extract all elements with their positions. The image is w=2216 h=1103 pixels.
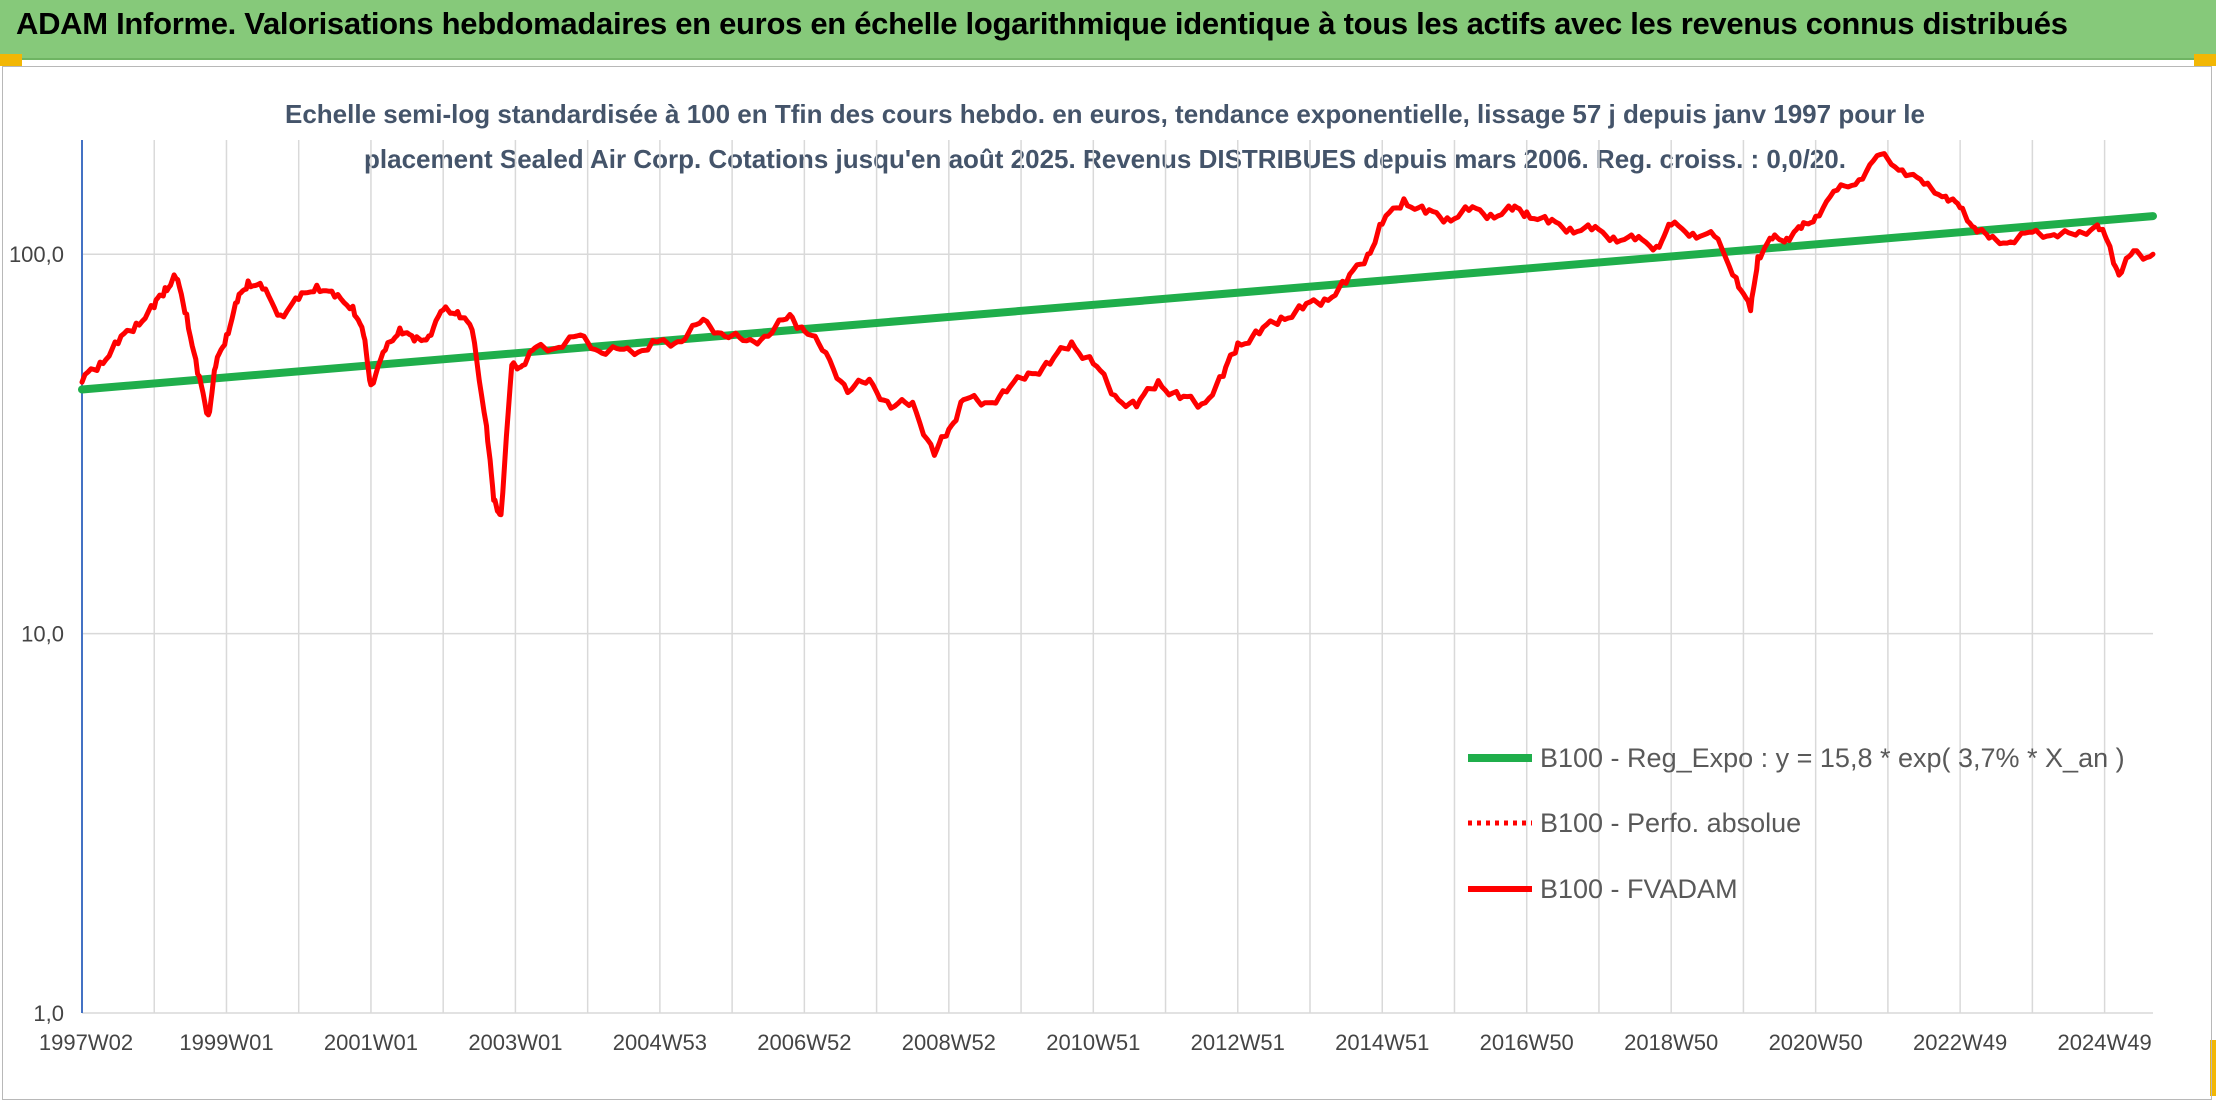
fvadam-series xyxy=(79,151,2156,518)
x-tick-label: 2006W52 xyxy=(757,1030,851,1055)
report-title: ADAM Informe. Valorisations hebdomadaire… xyxy=(16,6,2068,41)
trend-line-series xyxy=(78,212,2157,394)
x-tick-label: 2004W53 xyxy=(613,1030,707,1055)
x-tick-label: 2012W51 xyxy=(1191,1030,1285,1055)
legend-label-fvadam: B100 - FVADAM xyxy=(1540,874,1738,904)
chart-legend: B100 - Reg_Expo : y = 15,8 * exp( 3,7% *… xyxy=(1468,743,2125,904)
corner-marker xyxy=(0,54,22,66)
chart-subtitle-line-2: placement Sealed Air Corp. Cotations jus… xyxy=(364,144,1846,174)
y-tick-label: 1,0 xyxy=(33,1001,64,1026)
grid-lines xyxy=(82,140,2153,1014)
x-tick-label: 1999W01 xyxy=(179,1030,273,1055)
x-tick-label: 2001W01 xyxy=(324,1030,418,1055)
legend-label-trend: B100 - Reg_Expo : y = 15,8 * exp( 3,7% *… xyxy=(1540,743,2125,773)
x-tick-label: 2022W49 xyxy=(1913,1030,2007,1055)
x-tick-label: 2008W52 xyxy=(902,1030,996,1055)
x-axis-tick-labels: 1997W02 1999W01 2001W01 2003W01 2004W53 2006W… xyxy=(39,1030,2152,1055)
x-tick-label: 2014W51 xyxy=(1335,1030,1429,1055)
report-banner: ADAM Informe. Valorisations hebdomadaire… xyxy=(0,0,2216,60)
x-tick-label: 1997W02 xyxy=(39,1030,133,1055)
x-tick-label: 2010W51 xyxy=(1046,1030,1140,1055)
series-layer xyxy=(78,151,2157,518)
x-tick-label: 2020W50 xyxy=(1769,1030,1863,1055)
corner-marker xyxy=(2194,54,2216,66)
x-tick-label: 2024W49 xyxy=(2058,1030,2152,1055)
x-tick-label: 2003W01 xyxy=(468,1030,562,1055)
corner-marker xyxy=(2210,1040,2216,1096)
legend-label-perfo: B100 - Perfo. absolue xyxy=(1540,808,1801,838)
chart-subtitle-line-1: Echelle semi-log standardisée à 100 en T… xyxy=(285,99,1925,129)
x-tick-label: 2016W50 xyxy=(1480,1030,1574,1055)
x-tick-label: 2018W50 xyxy=(1624,1030,1718,1055)
chart-frame xyxy=(2,66,2212,1100)
y-tick-label: 100,0 xyxy=(9,242,64,267)
y-axis-tick-labels: 1,0 10,0 100,0 xyxy=(9,242,64,1026)
y-tick-label: 10,0 xyxy=(21,622,64,647)
